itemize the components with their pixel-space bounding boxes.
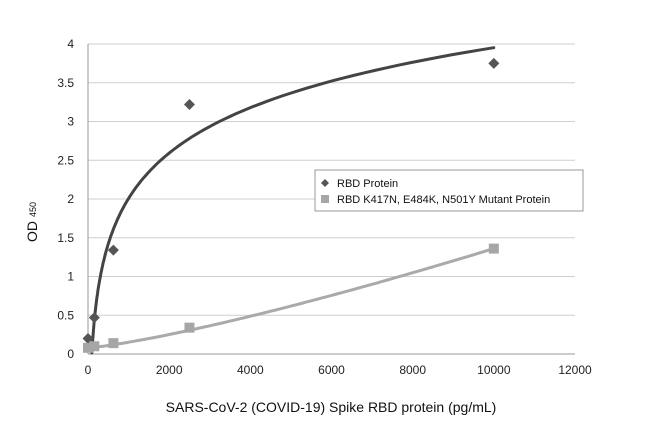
x-tick-label: 6000 — [318, 363, 345, 377]
x-tick-label: 2000 — [156, 363, 183, 377]
data-point-series-1 — [107, 244, 119, 256]
y-tick-label: 1.5 — [57, 231, 74, 245]
x-tick-labels: 0 2000 4000 6000 8000 10000 12000 — [85, 363, 592, 377]
y-tick-label: 3 — [67, 115, 74, 129]
y-tick-label: 0 — [67, 347, 74, 361]
axes — [87, 44, 575, 355]
y-tick-label: 2 — [67, 192, 74, 206]
x-axis-title: SARS-CoV-2 (COVID-19) Spike RBD protein … — [166, 399, 497, 415]
data-points — [82, 57, 500, 353]
data-point-series-1 — [183, 98, 195, 110]
data-point-series-2 — [83, 342, 93, 353]
y-tick-label: 2.5 — [57, 153, 74, 167]
data-point-series-2 — [488, 243, 499, 254]
data-point-series-2 — [184, 322, 195, 333]
legend-box — [314, 169, 584, 212]
y-tick-label: 4 — [67, 37, 74, 51]
data-point-series-1 — [88, 312, 100, 324]
y-tick-label: 0.5 — [57, 308, 74, 322]
y-tick-label: 3.5 — [57, 76, 74, 90]
gridlines — [88, 43, 575, 316]
x-tick-label: 8000 — [399, 363, 426, 377]
trendlines — [86, 46, 496, 355]
legend: RBD Protein RBD K417N, E484K, N501Y Mutan… — [314, 169, 584, 212]
legend-marker-diamond — [321, 179, 329, 187]
trendline-series-1 — [90, 46, 496, 355]
trendline-series-2 — [86, 247, 496, 350]
x-tick-label: 0 — [85, 363, 92, 377]
y-tick-labels: 0 0.5 1 1.5 2 2.5 3 3.5 4 — [57, 37, 74, 361]
data-point-series-2 — [108, 338, 119, 349]
data-point-series-1 — [488, 57, 500, 69]
y-tick-label: 1 — [67, 270, 74, 284]
legend-label: RBD K417N, E484K, N501Y Mutant Protein — [337, 194, 550, 206]
data-point-series-2 — [89, 341, 100, 352]
x-tick-label: 4000 — [237, 363, 264, 377]
x-tick-label: 12000 — [558, 363, 592, 377]
legend-label: RBD Protein — [337, 178, 398, 190]
legend-marker-square — [321, 195, 329, 203]
y-axis-title: OD450 — [24, 202, 40, 242]
x-tick-label: 10000 — [477, 363, 511, 377]
